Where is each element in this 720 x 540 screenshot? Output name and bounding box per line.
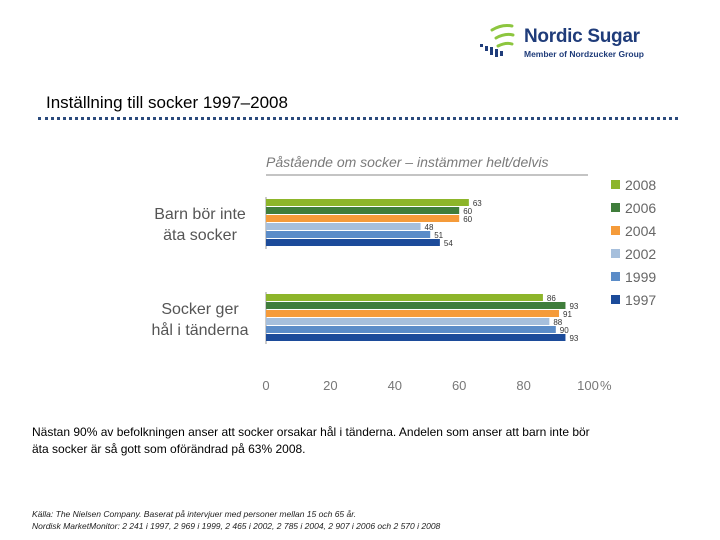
chart-title: Påstående om socker – instämmer helt/del… (266, 154, 548, 170)
legend-swatch-2002 (611, 249, 620, 258)
bar-1999 (266, 231, 431, 238)
bar-1997 (266, 239, 440, 246)
x-tick-label: 20 (323, 378, 337, 393)
summary-text: Nästan 90% av befolkningen anser att soc… (32, 425, 590, 456)
legend-label: 1999 (625, 269, 656, 285)
bar-2008 (266, 199, 469, 206)
x-tick-label: 40 (388, 378, 402, 393)
brand-tagline: Member of Nordzucker Group (524, 49, 644, 59)
bar-2006 (266, 207, 460, 214)
category-label: hål i tänderna (152, 321, 249, 339)
legend-swatch-2004 (611, 226, 620, 235)
legend-swatch-2006 (611, 203, 620, 212)
nordic-sugar-logo: Nordic Sugar Member of Nordzucker Group (478, 22, 678, 64)
x-tick-label: 0 (262, 378, 269, 393)
bar-2002 (266, 223, 421, 230)
data-label: 60 (463, 207, 472, 216)
legend-label: 2006 (625, 200, 656, 216)
data-label: 88 (553, 318, 562, 327)
source-line-2: Nordisk MarketMonitor: 2 241 i 1997, 2 9… (32, 521, 441, 531)
data-label: 86 (547, 294, 556, 303)
bar-2002 (266, 318, 550, 325)
legend-swatch-1997 (611, 295, 620, 304)
data-label: 90 (560, 326, 569, 335)
x-tick-label: 80 (516, 378, 530, 393)
x-tick-label: 60 (452, 378, 466, 393)
legend-label: 1997 (625, 292, 656, 308)
legend-label: 2004 (625, 223, 656, 239)
brand-name: Nordic Sugar (524, 26, 640, 47)
source-note: Källa: The Nielsen Company. Baserat på i… (32, 508, 672, 532)
bar-2006 (266, 302, 566, 309)
x-unit-label: % (600, 378, 612, 393)
data-label: 93 (569, 334, 578, 343)
bar-2004 (266, 215, 460, 222)
data-label: 63 (473, 199, 482, 208)
category-label: äta socker (163, 227, 237, 244)
category-label: Socker ger (161, 301, 239, 318)
legend-label: 2002 (625, 246, 656, 262)
data-label: 60 (463, 215, 472, 224)
data-label: 51 (434, 231, 443, 240)
bar-1999 (266, 326, 556, 333)
data-label: 93 (569, 302, 578, 311)
legend-swatch-2008 (611, 180, 620, 189)
sugar-logo-icon (480, 24, 515, 57)
data-label: 54 (444, 239, 453, 248)
x-tick-label: 100 (577, 378, 599, 393)
bar-1997 (266, 334, 566, 341)
legend-swatch-1999 (611, 272, 620, 281)
bar-2008 (266, 294, 543, 301)
bar-chart: Påstående om socker – instämmer helt/del… (152, 154, 657, 393)
data-label: 48 (425, 223, 434, 232)
page-title: Inställning till socker 1997–2008 (46, 93, 288, 112)
category-label: Barn bör inte (154, 206, 246, 223)
source-line-1: Källa: The Nielsen Company. Baserat på i… (32, 509, 357, 519)
legend-label: 2008 (625, 177, 656, 193)
title-divider (38, 117, 678, 120)
data-label: 91 (563, 310, 572, 319)
bar-2004 (266, 310, 560, 317)
